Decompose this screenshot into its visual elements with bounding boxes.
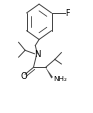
Polygon shape bbox=[46, 68, 53, 79]
Text: F: F bbox=[65, 9, 70, 18]
Text: N: N bbox=[34, 50, 40, 59]
Text: NH₂: NH₂ bbox=[53, 76, 67, 81]
Text: O: O bbox=[20, 71, 27, 80]
